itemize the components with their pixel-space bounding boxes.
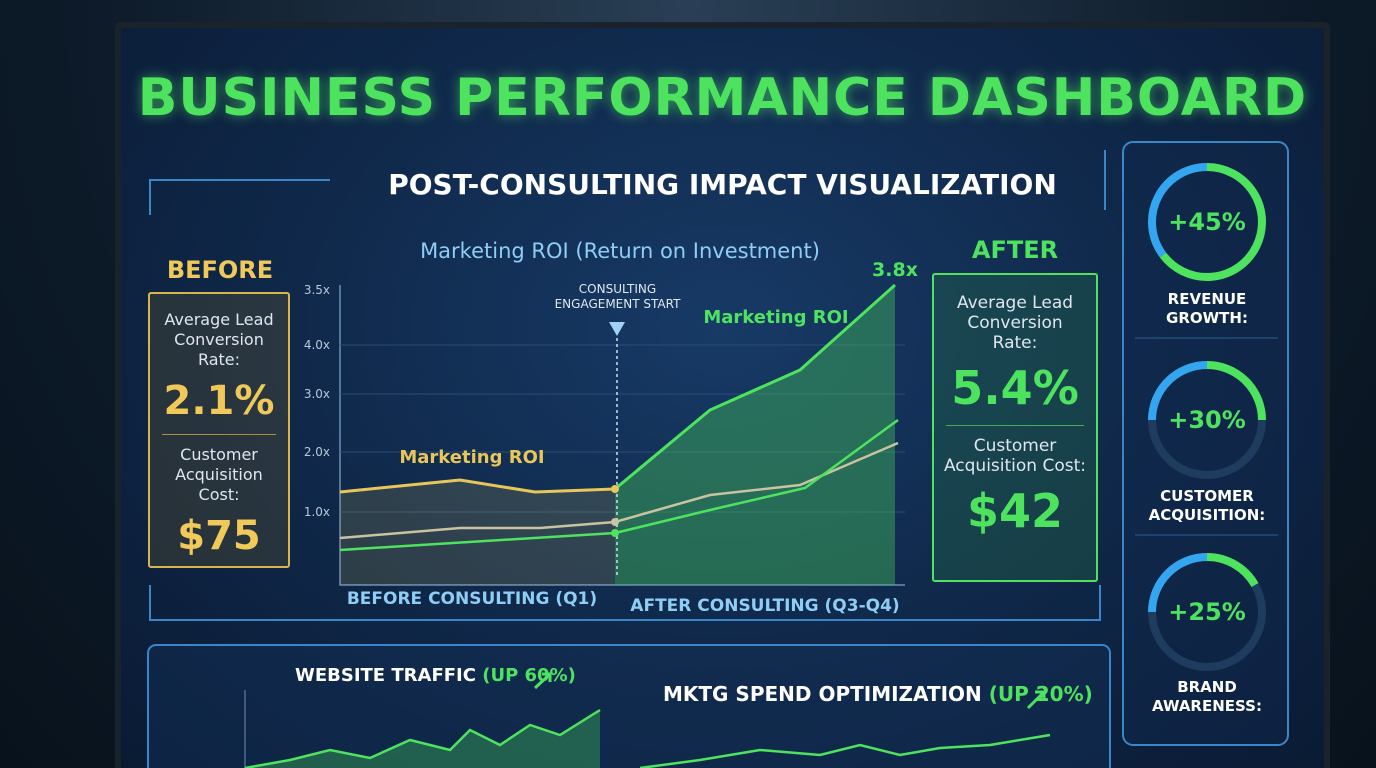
- gauge-label: REVENUE GROWTH:: [1166, 290, 1248, 327]
- side-panel: [1122, 141, 1289, 746]
- mini-highlight: (UP 20%): [988, 682, 1093, 706]
- main-chart: [339, 283, 905, 586]
- metric-label: Customer Acquisition Cost:: [943, 436, 1087, 476]
- y-tick-label: 4.0x: [304, 338, 330, 352]
- y-tick-label: 3.0x: [304, 387, 330, 401]
- separator: [162, 434, 276, 435]
- frame: [149, 150, 1106, 621]
- y-tick-label: 1.0x: [304, 505, 330, 519]
- mini-chart-title: MKTG SPEND OPTIMIZATION (UP 20%): [663, 682, 1093, 706]
- metric-label: Customer Acquisition Cost:: [175, 445, 263, 504]
- metric-label: Average Lead Conversion Rate:: [956, 293, 1074, 353]
- gauge-value: +30%: [1168, 406, 1246, 434]
- metric-label: Average Lead Conversion Rate:: [164, 310, 274, 369]
- series-label: Marketing ROI: [703, 307, 848, 328]
- gauge-value: +45%: [1168, 208, 1246, 236]
- x-label: AFTER CONSULTING (Q3-Q4): [630, 596, 899, 616]
- chart-title: Marketing ROI (Return on Investment): [420, 239, 820, 263]
- peak-label: 3.8x: [872, 259, 918, 281]
- mini-title: WEBSITE TRAFFIC: [295, 665, 476, 686]
- before-panel: Average Lead Conversion Rate: 2.1% Custo…: [148, 292, 290, 568]
- metric-value: 5.4%: [951, 361, 1079, 415]
- metric-value: $75: [177, 513, 261, 559]
- bottom-mini-charts: [244, 672, 1051, 768]
- separator: [946, 425, 1084, 426]
- y-tick-label: 3.5x: [304, 283, 330, 297]
- before-heading: BEFORE: [166, 256, 274, 284]
- annotation-wrap: CONSULTING ENGAGEMENT START: [554, 282, 681, 311]
- after-heading: AFTER: [971, 236, 1059, 264]
- after-panel: Average Lead Conversion Rate: 5.4% Custo…: [932, 273, 1098, 582]
- mini-chart-title: WEBSITE TRAFFIC (UP 60%): [295, 665, 576, 686]
- y-tick-label: 2.0x: [304, 445, 330, 459]
- dashboard-title: BUSINESS PERFORMANCE DASHBOARD: [137, 68, 1308, 128]
- gauge-label: BRAND AWARENESS:: [1152, 678, 1262, 715]
- mini-title: MKTG SPEND OPTIMIZATION: [663, 682, 982, 706]
- dashboard-subtitle: POST-CONSULTING IMPACT VISUALIZATION: [388, 168, 1057, 201]
- gauge-label: CUSTOMER ACQUISITION:: [1148, 487, 1266, 524]
- mini-highlight: (UP 60%): [482, 665, 576, 686]
- metric-value: 2.1%: [163, 378, 275, 424]
- gauge-value: +25%: [1168, 598, 1246, 626]
- annotation: CONSULTING ENGAGEMENT START: [554, 282, 681, 311]
- bottom-panel: [147, 644, 1111, 768]
- gauge-rings: [1148, 163, 1266, 671]
- series-label: Marketing ROI: [399, 447, 544, 468]
- x-label: BEFORE CONSULTING (Q1): [347, 589, 597, 609]
- metric-value: $42: [966, 484, 1064, 538]
